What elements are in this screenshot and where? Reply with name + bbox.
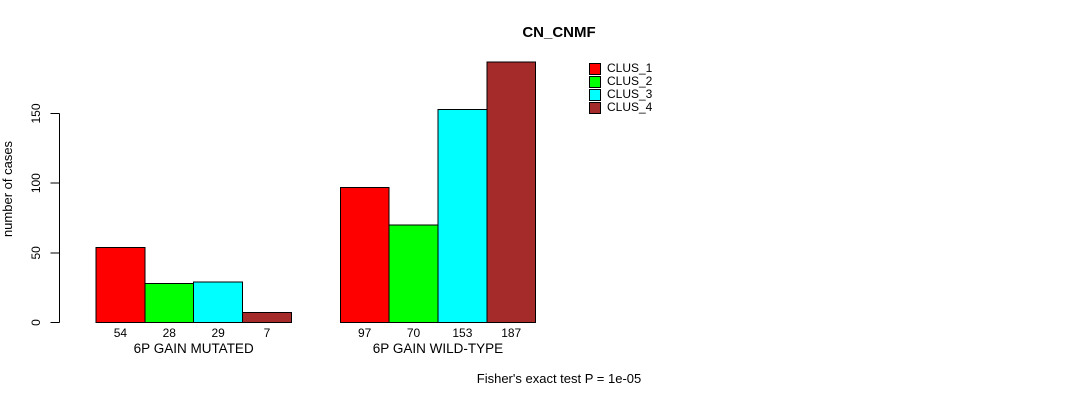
- category-label: 6P GAIN WILD-TYPE: [373, 341, 503, 356]
- y-tick-label: 0: [29, 319, 43, 326]
- legend-swatch-icon: [589, 88, 601, 101]
- y-tick-label: 50: [29, 246, 43, 260]
- bar-clus_1: [95, 246, 146, 323]
- legend: CLUS_1 CLUS_2 CLUS_3 CLUS_4: [589, 61, 653, 115]
- bar-value-label: 153: [452, 326, 472, 340]
- legend-swatch-icon: [589, 101, 601, 114]
- legend-swatch-icon: [589, 75, 601, 88]
- chart-title: CN_CNMF: [522, 24, 596, 41]
- bar-value-label: 187: [501, 326, 521, 340]
- y-axis-title: number of cases: [0, 140, 15, 237]
- bar-value-label: 29: [211, 326, 225, 340]
- y-tick-label: 100: [29, 173, 43, 193]
- legend-label: CLUS_4: [607, 100, 653, 114]
- bar-clus_4: [486, 61, 537, 324]
- bar-value-label: 97: [358, 326, 372, 340]
- legend-item: CLUS_3: [589, 87, 653, 101]
- bar-value-label: 28: [163, 326, 177, 340]
- legend-item: CLUS_1: [589, 61, 653, 75]
- category-label: 6P GAIN MUTATED: [134, 341, 254, 356]
- bar-clus_2: [388, 224, 439, 323]
- legend-label: CLUS_2: [607, 74, 653, 88]
- bar-value-label: 70: [407, 326, 421, 340]
- bar-clus_3: [193, 281, 244, 323]
- bar-value-label: 54: [114, 326, 128, 340]
- bar-clus_3: [437, 108, 488, 323]
- legend-label: CLUS_3: [607, 87, 653, 101]
- legend-swatch-icon: [589, 62, 601, 75]
- legend-item: CLUS_2: [589, 74, 653, 88]
- legend-item: CLUS_4: [589, 100, 653, 114]
- stat-test-caption: Fisher's exact test P = 1e-05: [476, 371, 642, 386]
- bar-clus_2: [144, 282, 195, 323]
- bar-clus_1: [339, 186, 390, 323]
- bar-value-label: 7: [264, 326, 271, 340]
- y-tick-label: 150: [29, 103, 43, 123]
- bar-clus_4: [242, 312, 292, 324]
- legend-label: CLUS_1: [607, 61, 653, 75]
